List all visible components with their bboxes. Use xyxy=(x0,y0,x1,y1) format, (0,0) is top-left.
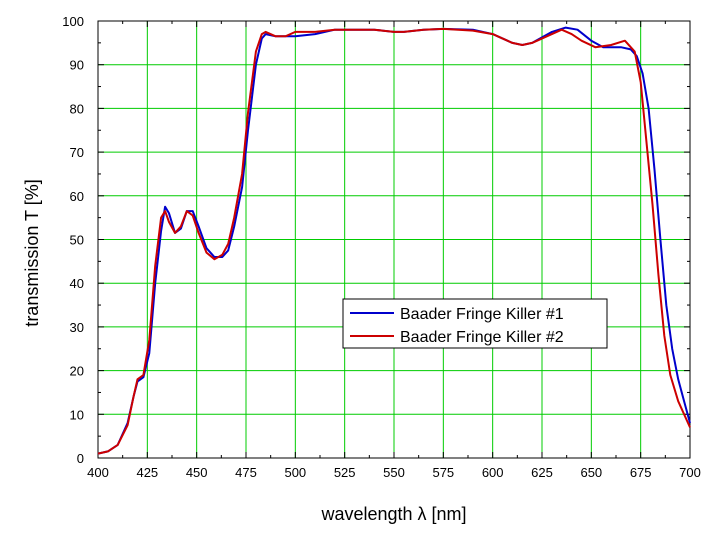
x-tick-label: 400 xyxy=(87,465,109,480)
legend-box xyxy=(342,298,608,349)
y-tick-label: 80 xyxy=(70,101,84,116)
x-tick-label: 425 xyxy=(136,465,158,480)
x-tick-label: 475 xyxy=(235,465,257,480)
x-tick-label: 625 xyxy=(531,465,553,480)
x-tick-label: 525 xyxy=(334,465,356,480)
legend-label-series-1: Baader Fringe Killer #1 xyxy=(400,306,564,323)
y-tick-label: 60 xyxy=(70,189,84,204)
y-tick-label: 100 xyxy=(62,14,84,29)
series-line-2 xyxy=(97,27,691,455)
x-tick-label: 575 xyxy=(432,465,454,480)
y-tick-label: 0 xyxy=(77,451,84,466)
grid xyxy=(98,21,690,458)
x-axis-title: wavelength λ [nm] xyxy=(320,504,466,524)
y-axis-title: transmission T [%] xyxy=(22,179,42,326)
series-lines xyxy=(97,26,691,455)
y-tick-label: 20 xyxy=(70,364,84,379)
axis-ticks: 400 425 450 475 500 525 550 575 600 625 650 675 700 0… xyxy=(62,14,701,480)
y-tick-label: 30 xyxy=(70,320,84,335)
x-tick-label: 450 xyxy=(186,465,208,480)
legend-label-series-2: Baader Fringe Killer #2 xyxy=(400,329,564,346)
x-tick-label: 700 xyxy=(679,465,701,480)
x-tick-label: 675 xyxy=(630,465,652,480)
y-tick-label: 40 xyxy=(70,276,84,291)
x-tick-label: 650 xyxy=(580,465,602,480)
x-tick-label: 600 xyxy=(482,465,504,480)
y-tick-label: 90 xyxy=(70,58,84,73)
x-tick-label: 550 xyxy=(383,465,405,480)
x-tick-label: 500 xyxy=(284,465,306,480)
y-tick-label: 10 xyxy=(70,407,84,422)
y-tick-label: 70 xyxy=(70,145,84,160)
legend: Baader Fringe Killer #1 Baader Fringe Ki… xyxy=(342,298,608,349)
y-tick-label: 50 xyxy=(70,233,84,248)
